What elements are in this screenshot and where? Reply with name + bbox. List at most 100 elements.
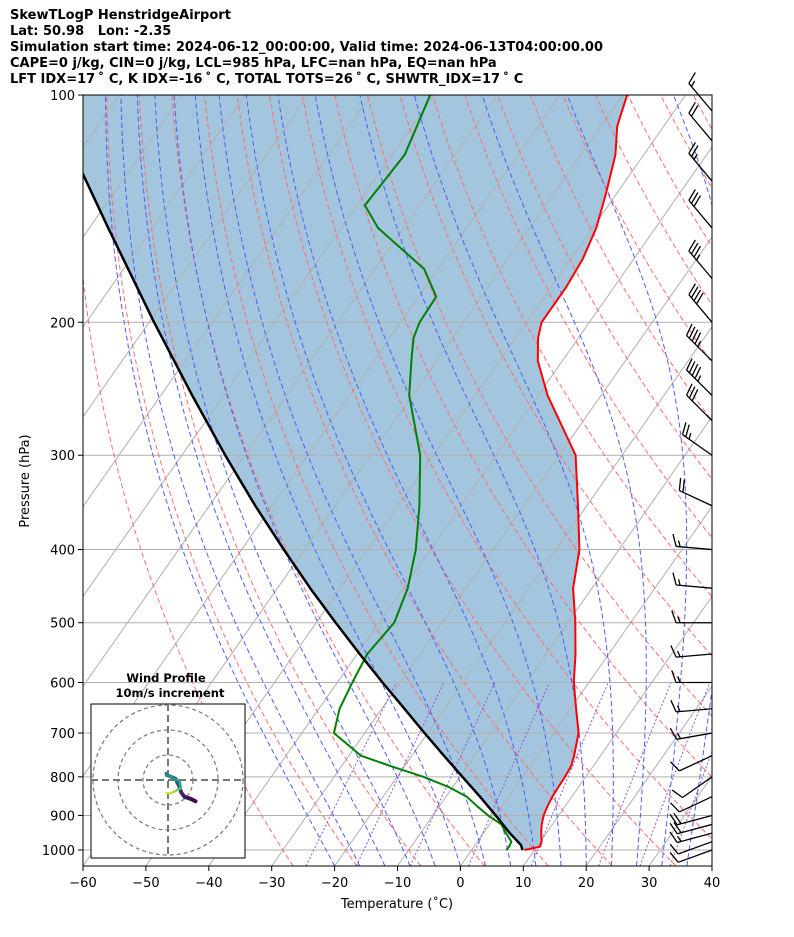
barb-full — [670, 761, 680, 772]
barb-staff — [682, 776, 713, 799]
wind-barb — [669, 727, 713, 740]
wind-barb — [672, 572, 713, 589]
title-times: Simulation start time: 2024-06-12_00:00:… — [10, 40, 603, 55]
barb-full — [670, 645, 677, 658]
isotherm-0 — [459, 505, 712, 866]
wind-barb — [670, 700, 713, 713]
barb-staff — [676, 732, 713, 740]
moist-adiabat-12 — [277, 95, 537, 866]
barb-full — [688, 361, 696, 374]
mixing-ratio-16 — [597, 682, 672, 866]
moist-adiabat--4 — [173, 95, 436, 866]
wind-barb — [688, 72, 713, 112]
title-stability-indices: LFT IDX=17 ˚ C, K IDX=-16 ˚ C, TOTAL TOT… — [10, 72, 524, 87]
barb-half — [693, 153, 698, 160]
moist-adiabat-8 — [245, 95, 512, 866]
wind-barb — [670, 796, 713, 813]
moist-adiabat--12 — [136, 95, 386, 866]
barb-full — [690, 242, 699, 255]
wind-barbs — [669, 72, 713, 863]
barb-staff — [679, 489, 713, 507]
wind-barb — [688, 283, 713, 323]
barb-full — [693, 195, 702, 207]
y-tick-label: 500 — [50, 617, 75, 632]
wind-barb — [669, 831, 713, 844]
barb-full — [694, 366, 702, 379]
y-tick-label: 600 — [50, 677, 75, 692]
barb-full — [688, 326, 696, 339]
barb-half — [696, 254, 701, 261]
barb-full — [671, 670, 677, 683]
x-tick-label: 0 — [456, 876, 464, 891]
barb-staff — [686, 394, 713, 422]
barb-full — [669, 831, 678, 843]
barb-staff — [688, 250, 713, 279]
y-tick-label: 300 — [50, 449, 75, 464]
barb-full — [672, 533, 677, 547]
barb-full — [688, 101, 696, 114]
title-station: SkewTLogP HenstridgeAirport — [10, 8, 231, 23]
mixing-ratio-8 — [530, 682, 609, 866]
barb-staff — [686, 334, 713, 362]
wind-barb — [688, 101, 713, 142]
wind-barb — [669, 849, 713, 863]
isotherm--10 — [397, 415, 712, 866]
barb-half — [677, 540, 681, 547]
y-tick-label: 100 — [50, 89, 75, 104]
wind-barb — [671, 670, 712, 684]
barb-full — [672, 572, 677, 586]
hodograph-inset: Wind Profile 10m/s increment — [90, 671, 246, 859]
barb-half — [697, 375, 702, 382]
barb-full — [669, 843, 679, 855]
x-tick-label: −40 — [195, 876, 222, 891]
y-tick-label: 800 — [50, 771, 75, 786]
wind-barb — [688, 239, 713, 279]
barb-full — [669, 813, 678, 826]
barb-full — [685, 383, 693, 396]
wind-barb — [669, 812, 713, 826]
mixing-ratio-24 — [639, 682, 711, 866]
wind-barb — [685, 358, 713, 396]
x-tick-label: 40 — [704, 876, 721, 891]
mixing-ratio-1 — [355, 682, 445, 866]
barb-full — [688, 72, 696, 84]
wind-barb — [669, 821, 713, 835]
barb-staff — [677, 841, 713, 855]
isotherm-40 — [711, 865, 712, 866]
barb-staff — [677, 832, 713, 844]
moist-adiabat-4 — [218, 95, 487, 866]
isotherm--80 — [83, 95, 498, 688]
wind-barb — [672, 533, 713, 551]
dewpoint-line — [332, 95, 513, 851]
barb-half — [677, 616, 681, 623]
isotherm--120 — [83, 95, 246, 328]
barb-full — [690, 286, 699, 299]
moist-adiabat-0 — [194, 95, 461, 866]
barb-full — [690, 145, 699, 157]
dry-adiabat-40 — [301, 95, 712, 840]
y-tick-label: 1000 — [42, 844, 75, 859]
wind-barb — [688, 189, 713, 229]
barb-full — [691, 329, 699, 342]
isotherm--40 — [208, 146, 712, 866]
barb-staff — [677, 849, 713, 863]
dry-adiabat-80 — [432, 95, 712, 598]
barb-full — [678, 477, 682, 491]
barb-staff — [688, 83, 713, 112]
moist-adiabat--8 — [154, 95, 411, 866]
moist-adiabat-28 — [481, 95, 647, 866]
wind-barb — [681, 422, 713, 456]
barb-staff — [679, 796, 713, 813]
x-tick-label: −50 — [132, 876, 159, 891]
barb-full — [696, 292, 704, 305]
barb-full — [691, 363, 699, 376]
hodograph-plot — [91, 704, 245, 858]
barb-full — [685, 424, 690, 438]
barb-half — [690, 80, 696, 87]
dry-adiabat--30 — [83, 272, 294, 866]
x-axis-title: Temperature (˚C) — [340, 896, 453, 912]
barb-half — [688, 432, 692, 440]
wind-barb — [671, 610, 712, 624]
hodograph-title: Wind Profile — [126, 671, 206, 685]
